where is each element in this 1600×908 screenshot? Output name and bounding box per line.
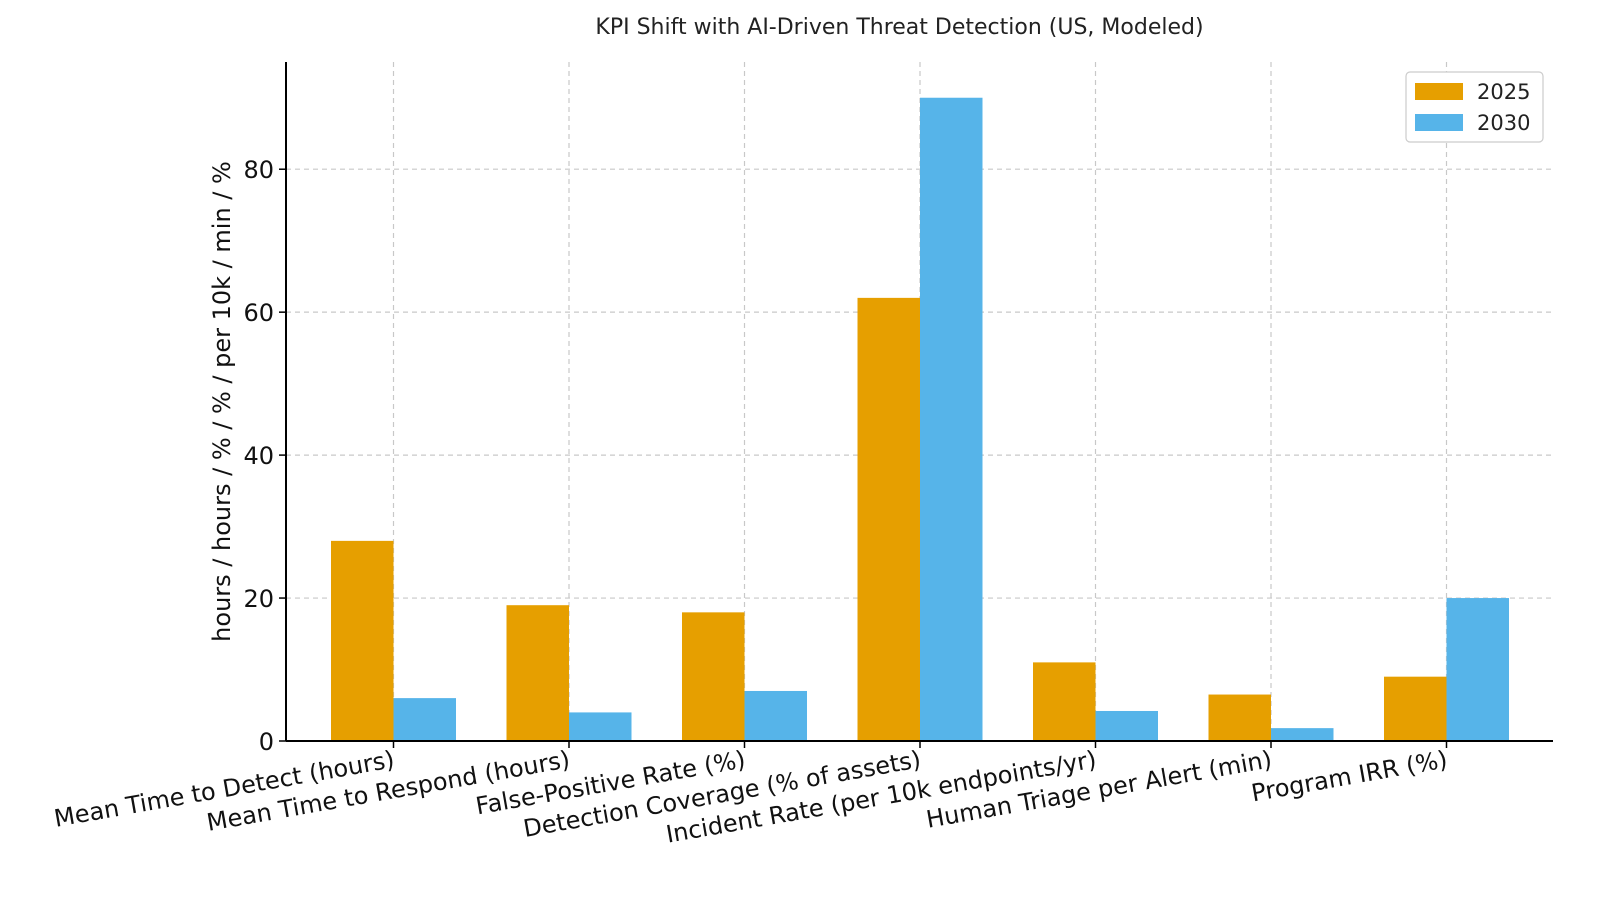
bar-2030-3 bbox=[744, 690, 807, 741]
bar-2030-4 bbox=[920, 97, 983, 742]
bar-2025-7 bbox=[1384, 676, 1447, 741]
bar-2025-4 bbox=[857, 297, 920, 741]
bar-2030-5 bbox=[1095, 710, 1158, 741]
y-tick-label: 0 bbox=[259, 728, 274, 756]
chart-title: KPI Shift with AI-Driven Threat Detectio… bbox=[595, 15, 1203, 40]
bar-2025-3 bbox=[682, 612, 745, 741]
bar-2030-1 bbox=[393, 698, 456, 741]
y-tick-label: 20 bbox=[243, 585, 274, 613]
y-tick-label: 40 bbox=[243, 442, 274, 470]
bar-2030-6 bbox=[1271, 728, 1334, 741]
bar-2030-2 bbox=[569, 712, 632, 741]
bar-2025-2 bbox=[506, 605, 569, 741]
bar-2025-6 bbox=[1208, 694, 1271, 741]
legend: 2025 2030 bbox=[1405, 71, 1544, 143]
legend-swatch-2030 bbox=[1415, 114, 1463, 131]
y-axis-ticks: 0 20 40 60 80 bbox=[243, 156, 286, 756]
category-label: Program IRR (%) bbox=[1249, 745, 1449, 807]
bar-2025-1 bbox=[331, 540, 394, 741]
x-axis-ticks: Mean Time to Detect (hours)Mean Time to … bbox=[52, 741, 1450, 849]
bars bbox=[331, 97, 1509, 742]
y-tick-label: 60 bbox=[243, 299, 274, 327]
y-axis-label: hours / hours / % / % / per 10k / min / … bbox=[208, 161, 236, 642]
bar-2030-7 bbox=[1446, 598, 1509, 741]
bar-2025-5 bbox=[1033, 662, 1096, 741]
legend-label: 2030 bbox=[1477, 111, 1530, 135]
legend-swatch-2025 bbox=[1415, 83, 1463, 100]
y-tick-label: 80 bbox=[243, 156, 274, 184]
legend-label: 2025 bbox=[1477, 80, 1530, 104]
